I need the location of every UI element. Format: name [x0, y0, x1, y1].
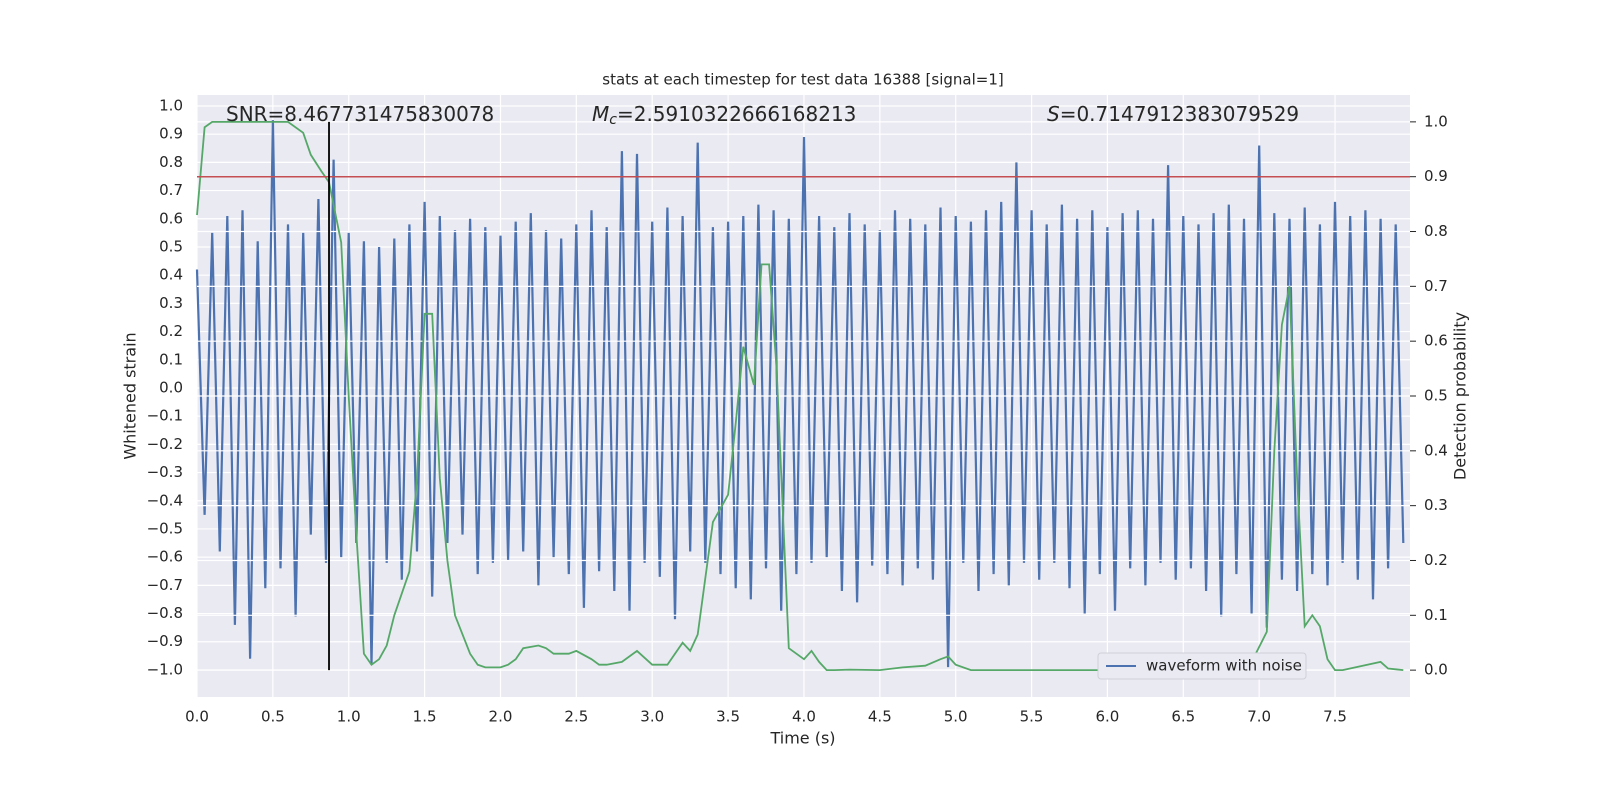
- y2-tick-label: 1.0: [1424, 112, 1448, 130]
- x-tick-label: 3.5: [716, 708, 740, 726]
- x-tick-label: 7.5: [1323, 708, 1347, 726]
- y-tick-label: −0.2: [147, 435, 183, 453]
- x-tick-label: 0.5: [261, 708, 285, 726]
- annotation-symbol: M: [592, 102, 609, 126]
- annotation-text: =0.7147912383079529: [1060, 102, 1299, 126]
- y-tick-label: −0.5: [147, 519, 183, 537]
- x-tick-label: 6.0: [1096, 708, 1120, 726]
- annotation-text: SNR=8.467731475830078: [226, 102, 494, 126]
- x-tick-label: 5.0: [944, 708, 968, 726]
- y-tick-label: −0.4: [147, 491, 183, 509]
- x-tick-label: 4.0: [792, 708, 816, 726]
- y2-tick-label: 0.6: [1424, 332, 1448, 350]
- y-tick-label: −1.0: [147, 660, 183, 678]
- y-tick-label: −0.3: [147, 463, 183, 481]
- y-tick-label: 1.0: [159, 96, 183, 114]
- y-tick-label: −0.6: [147, 548, 183, 566]
- x-tick-label: 2.0: [489, 708, 513, 726]
- y-tick-label: 0.6: [159, 209, 183, 227]
- y-tick-label: −0.1: [147, 407, 183, 425]
- annotation: SNR=8.467731475830078: [226, 102, 494, 126]
- y2-tick-label: 0.5: [1424, 387, 1448, 405]
- y2-tick-label: 0.3: [1424, 496, 1448, 514]
- y-axis-label: Whitened strain: [121, 332, 140, 459]
- y-tick-label: 0.7: [159, 181, 183, 199]
- annotation: S=0.7147912383079529: [1047, 102, 1299, 126]
- annotation-text: =2.5910322666168213: [617, 102, 856, 126]
- y-tick-label: 0.4: [159, 266, 183, 284]
- y2-tick-label: 0.2: [1424, 551, 1448, 569]
- y-tick-label: −0.9: [147, 632, 183, 650]
- y2-tick-label: 0.8: [1424, 222, 1448, 240]
- x-tick-label: 2.5: [564, 708, 588, 726]
- x-tick-label: 0.0: [185, 708, 209, 726]
- x-axis-label: Time (s): [769, 729, 835, 748]
- y-tick-label: 0.1: [159, 350, 183, 368]
- y2-tick-label: 0.1: [1424, 606, 1448, 624]
- legend-box: [1097, 652, 1307, 680]
- x-tick-label: 1.5: [413, 708, 437, 726]
- y2-tick-label: 0.4: [1424, 441, 1448, 459]
- x-tick-label: 4.5: [868, 708, 892, 726]
- y-tick-label: 0.2: [159, 322, 183, 340]
- x-tick-label: 1.0: [337, 708, 361, 726]
- annotation: Mc=2.5910322666168213: [592, 102, 856, 129]
- x-tick-label: 5.5: [1020, 708, 1044, 726]
- y2-tick-label: 0.9: [1424, 167, 1448, 185]
- x-tick-label: 3.0: [640, 708, 664, 726]
- y-tick-label: −0.8: [147, 604, 183, 622]
- y2-tick-label: 0.0: [1424, 661, 1448, 679]
- y-tick-label: 0.3: [159, 294, 183, 312]
- y2-axis-label: Detection probability: [1451, 312, 1470, 480]
- y-tick-label: 0.5: [159, 237, 183, 255]
- annotation-symbol: S: [1047, 102, 1060, 126]
- chart-title: stats at each timestep for test data 163…: [602, 71, 1003, 89]
- y-tick-label: 0.0: [159, 378, 183, 396]
- y-tick-label: −0.7: [147, 576, 183, 594]
- y-tick-label: 0.8: [159, 153, 183, 171]
- y2-tick-label: 0.7: [1424, 277, 1448, 295]
- x-tick-label: 7.0: [1247, 708, 1271, 726]
- annotation-subscript: c: [609, 112, 617, 128]
- x-tick-label: 6.5: [1171, 708, 1195, 726]
- y-tick-label: 0.9: [159, 125, 183, 143]
- legend-label: waveform with noise: [1146, 657, 1302, 675]
- series-line: [195, 120, 1405, 668]
